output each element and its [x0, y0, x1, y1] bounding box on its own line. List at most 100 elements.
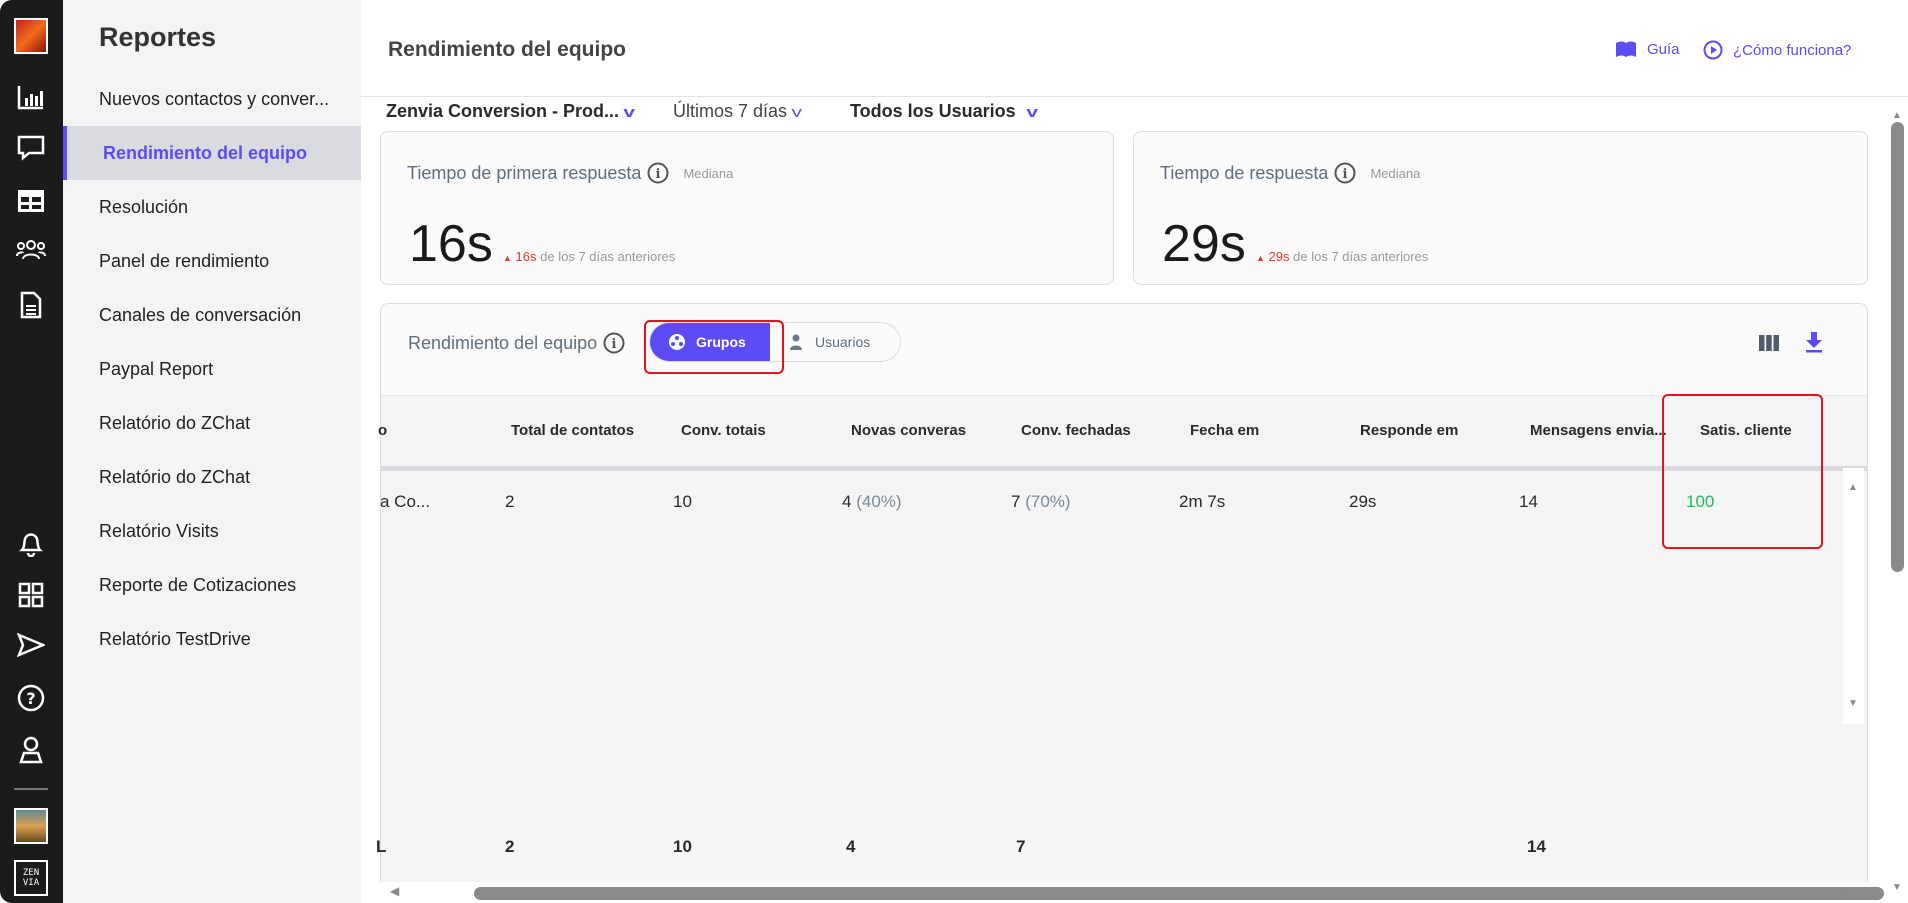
cell-satis: 100: [1686, 492, 1715, 511]
table-icon[interactable]: [14, 186, 48, 216]
column-header[interactable]: Novas converas: [851, 422, 967, 439]
delta-value: 29s: [1268, 249, 1290, 264]
users-filter[interactable]: Todos los Usuarios v: [850, 101, 1038, 122]
info-icon[interactable]: i: [603, 332, 625, 354]
column-header[interactable]: o: [378, 422, 388, 439]
svg-text:i: i: [1343, 167, 1348, 182]
sidebar-item[interactable]: Resolución: [99, 197, 189, 217]
info-icon[interactable]: i: [647, 162, 669, 184]
scroll-down-arrow[interactable]: ▼: [1848, 698, 1858, 709]
page-title: Rendimiento del equipo: [388, 38, 627, 61]
scroll-up-arrow[interactable]: ▲: [1848, 482, 1858, 493]
sidebar-item[interactable]: Nuevos contactos y conver...: [99, 89, 330, 109]
cell-novas-value: 4: [842, 492, 852, 511]
users-toggle-button[interactable]: Usuarios: [789, 323, 870, 361]
column-header[interactable]: Fecha em: [1190, 422, 1260, 439]
arrow-up-icon: ▲: [1256, 253, 1265, 263]
column-header[interactable]: Conv. fechadas: [1021, 422, 1131, 439]
horizontal-scroll-thumb[interactable]: [474, 887, 1884, 900]
annotation-highlight-groups: [644, 320, 784, 374]
sidebar-item-active[interactable]: Rendimiento del equipo: [63, 126, 361, 180]
groups-icon: [669, 334, 685, 350]
workspace-avatar[interactable]: [14, 18, 48, 54]
metric-delta: ▲ 29s de los 7 días anteriores: [1256, 249, 1428, 264]
metric-card-first-response: Tiempo de primera respuesta i Mediana 16…: [380, 131, 1114, 285]
card-subtitle: Mediana: [1370, 165, 1421, 181]
delta-value: 16s: [515, 249, 537, 264]
period-filter[interactable]: Últimos 7 días v: [673, 101, 802, 122]
period-filter-value: Últimos 7 días: [673, 101, 788, 121]
column-header[interactable]: Responde em: [1360, 422, 1459, 439]
svg-text:i: i: [656, 167, 661, 182]
column-header[interactable]: Mensagens envia...: [1530, 422, 1667, 439]
footer-mensagens: 14: [1527, 837, 1546, 856]
svg-text:?: ?: [26, 689, 35, 708]
page-scroll-thumb[interactable]: [1891, 122, 1904, 572]
column-header[interactable]: Total de contatos: [511, 422, 635, 439]
footer-conv: 10: [673, 837, 692, 856]
page-vertical-scrollbar[interactable]: ▲ ▼: [1887, 98, 1908, 903]
sidebar-item[interactable]: Canales de conversación: [99, 305, 302, 325]
cell-mensagens: 14: [1519, 492, 1538, 511]
users-label: Usuarios: [815, 334, 871, 350]
reports-sidebar: Reportes Nuevos contactos y conver... Re…: [63, 0, 361, 903]
sidebar-item[interactable]: Relatório Visits: [99, 521, 219, 541]
header-separator: [381, 466, 1867, 471]
sidebar-item[interactable]: Relatório do ZChat: [99, 467, 251, 487]
cell-fechadas-value: 7: [1011, 492, 1021, 511]
column-header[interactable]: Conv. totais: [681, 422, 766, 439]
divider: [14, 788, 48, 790]
column-header[interactable]: Satis. cliente: [1700, 422, 1792, 439]
scroll-right-arrow[interactable]: ▶: [1843, 884, 1853, 898]
help-icon[interactable]: ?: [14, 683, 48, 713]
guide-link[interactable]: Guía: [1615, 40, 1680, 58]
bar-chart-icon[interactable]: [14, 82, 48, 112]
team-performance-panel: Rendimiento del equipo i Grupos Usuarios: [380, 303, 1868, 903]
sidebar-item[interactable]: Paypal Report: [99, 359, 214, 379]
page-header: Rendimiento del equipo Guía ¿Cómo funcio…: [361, 0, 1908, 97]
play-circle-icon: [1703, 40, 1723, 60]
table-horizontal-scrollbar[interactable]: ◀ ▶: [380, 882, 1884, 903]
bell-icon[interactable]: [14, 528, 48, 558]
groups-toggle-button[interactable]: Grupos: [650, 323, 770, 361]
document-icon[interactable]: [14, 290, 48, 320]
groups-label: Grupos: [696, 334, 746, 350]
cell-conv: 10: [673, 492, 692, 511]
sidebar-item[interactable]: Relatório do ZChat: [99, 413, 251, 433]
footer-fechadas: 7: [1016, 837, 1026, 856]
icon-rail: ? ZEN VIA: [0, 0, 63, 903]
metric-delta: ▲ 16s de los 7 días anteriores: [503, 249, 675, 264]
scroll-down-arrow[interactable]: ▼: [1892, 882, 1902, 893]
scroll-up-arrow[interactable]: ▲: [1892, 110, 1902, 121]
delta-text: de los 7 días anteriores: [540, 249, 676, 264]
chat-icon[interactable]: [14, 133, 48, 163]
footer-label: L: [376, 837, 387, 856]
chevron-down-icon: v: [623, 104, 636, 121]
scroll-left-arrow[interactable]: ◀: [390, 884, 400, 898]
team-icon[interactable]: [14, 235, 48, 265]
apps-grid-icon[interactable]: [14, 580, 48, 610]
account-filter-value: Zenvia Conversion - Prod...: [386, 101, 620, 121]
download-icon[interactable]: [1804, 331, 1824, 353]
sidebar-item[interactable]: Reporte de Cotizaciones: [99, 575, 297, 595]
sidebar-item[interactable]: Relatório TestDrive: [99, 629, 251, 649]
info-icon[interactable]: i: [1334, 162, 1356, 184]
columns-icon[interactable]: [1758, 334, 1780, 352]
chevron-down-icon: v: [1026, 104, 1038, 121]
table-vertical-scrollbar[interactable]: ▲ ▼: [1843, 468, 1864, 724]
cell-name: a Co...: [380, 492, 431, 511]
how-it-works-link[interactable]: ¿Cómo funciona?: [1703, 40, 1851, 60]
guide-label: Guía: [1647, 40, 1680, 58]
arrow-up-icon: ▲: [503, 253, 512, 263]
metric-value: 16s: [409, 215, 493, 273]
profile-avatar[interactable]: [14, 808, 48, 844]
cell-novas: 4 (40%): [842, 492, 902, 512]
cell-fechadas: 7 (70%): [1011, 492, 1071, 512]
account-filter[interactable]: Zenvia Conversion - Prod... v: [386, 101, 636, 122]
footer-total: 2: [505, 837, 515, 856]
book-icon: [1616, 41, 1636, 57]
send-icon[interactable]: [14, 630, 48, 660]
sidebar-item[interactable]: Panel de rendimiento: [99, 251, 270, 271]
svg-text:i: i: [612, 337, 617, 352]
user-icon[interactable]: [14, 735, 48, 765]
